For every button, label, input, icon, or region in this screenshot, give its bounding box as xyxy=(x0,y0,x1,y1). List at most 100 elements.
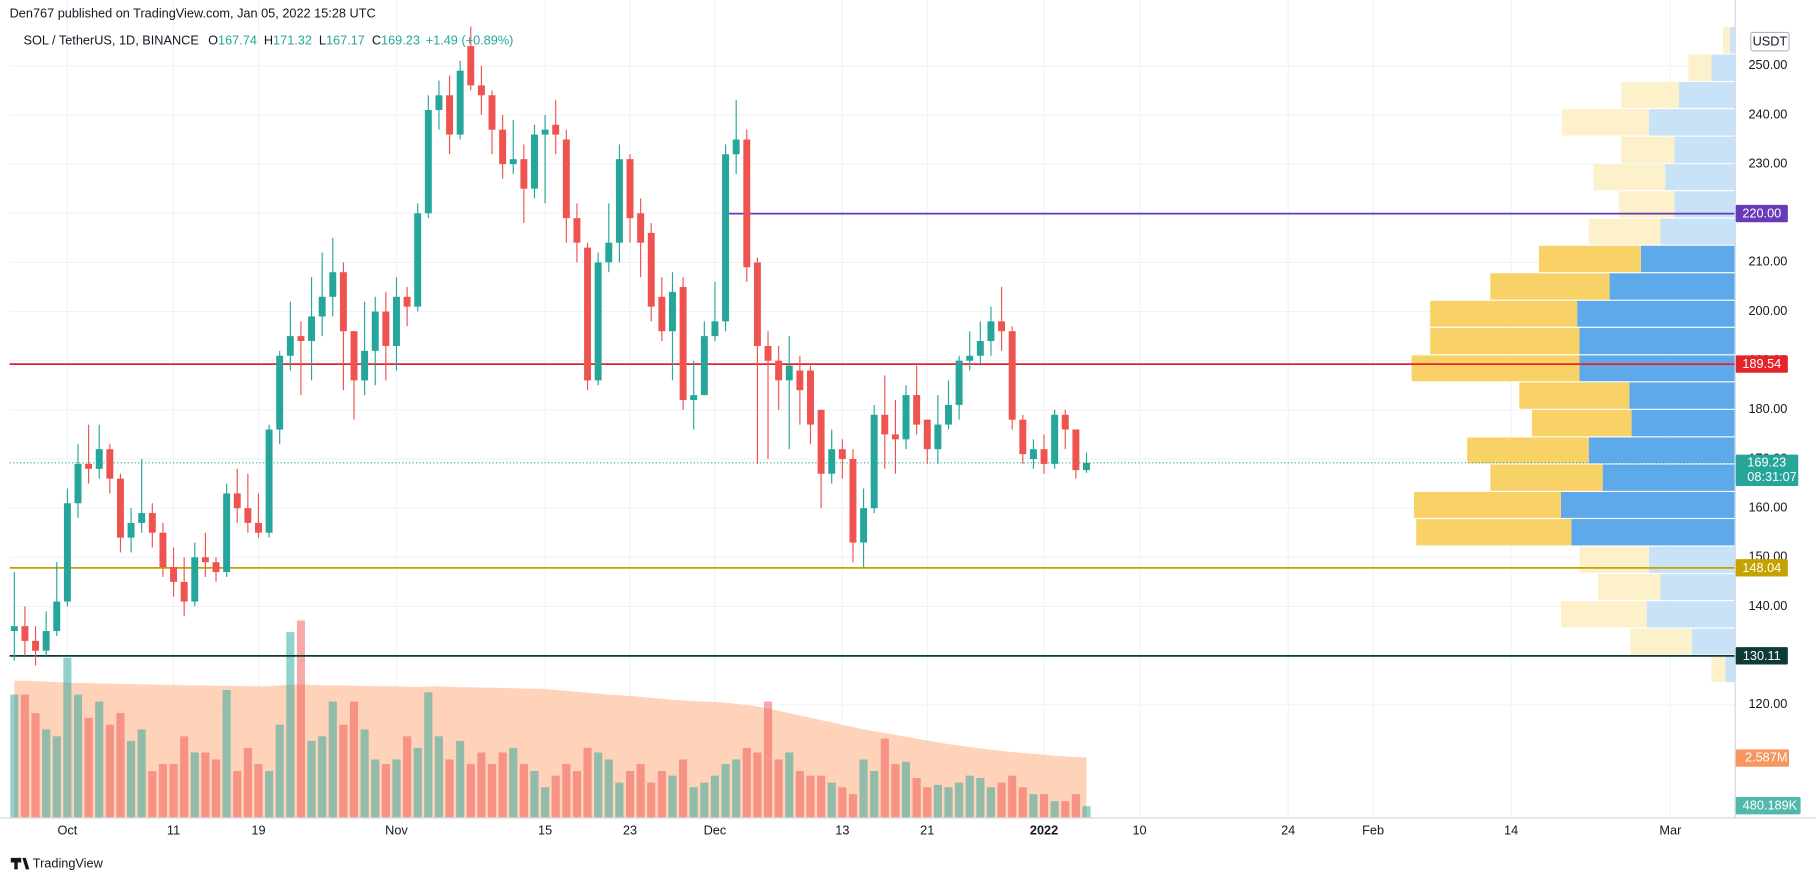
volume-bar xyxy=(1039,794,1049,818)
ohlc-key: L xyxy=(319,33,326,48)
volume-bar xyxy=(180,736,189,818)
candle-body xyxy=(159,532,167,568)
volume-bar xyxy=(848,794,858,818)
volume-ma-label: 2.587M xyxy=(1745,749,1787,764)
candle-body xyxy=(520,159,528,189)
volume-bar xyxy=(583,747,592,818)
candle-body xyxy=(966,355,974,361)
profile-up xyxy=(1646,601,1735,628)
volume-bar xyxy=(870,771,879,818)
candle-body xyxy=(382,311,390,346)
candle-body xyxy=(456,70,464,135)
profile-down xyxy=(1588,218,1661,245)
axis-labels: 120.00130.00140.00150.00160.00170.00180.… xyxy=(57,57,1801,838)
volume-bar xyxy=(296,620,305,818)
volume-bar xyxy=(31,713,40,818)
ohlc-key: H xyxy=(264,33,273,48)
candle-body xyxy=(679,286,687,401)
volume-bar xyxy=(509,747,518,818)
candle-body xyxy=(403,296,411,307)
volume-bar xyxy=(785,752,794,818)
candle-body xyxy=(127,522,135,538)
volume-pane xyxy=(10,620,1091,818)
candle-body xyxy=(860,508,868,543)
candle-body xyxy=(605,242,613,263)
candle-body xyxy=(148,513,156,533)
volume-bar xyxy=(955,782,964,818)
profile-down xyxy=(1467,437,1589,464)
volume-bar xyxy=(243,747,252,818)
candle-body xyxy=(223,493,231,573)
candle-body xyxy=(1008,331,1016,420)
candle-body xyxy=(552,124,560,135)
volume-bar xyxy=(116,713,125,818)
level-label-box xyxy=(1735,355,1788,373)
volume-bar xyxy=(105,724,114,818)
y-tick-label: 240.00 xyxy=(1748,106,1787,121)
volume-bar xyxy=(933,784,942,818)
candle-body xyxy=(584,247,592,381)
candle-body xyxy=(722,154,730,322)
volume-bar xyxy=(158,764,167,818)
volume-bar xyxy=(1061,801,1070,818)
volume-bar xyxy=(445,759,454,818)
volume-bar xyxy=(73,694,83,818)
profile-down xyxy=(1416,519,1572,546)
profile-down xyxy=(1630,628,1692,655)
volume-bar xyxy=(84,717,93,818)
volume-bar xyxy=(679,759,688,818)
candle-body xyxy=(191,557,199,602)
candle-body xyxy=(976,341,984,356)
y-tick-label: 180.00 xyxy=(1748,401,1787,416)
candle-body xyxy=(732,139,740,155)
brand: TradingView xyxy=(33,856,104,871)
volume-bar xyxy=(997,782,1006,818)
volume-bar xyxy=(403,736,412,818)
volume-bar xyxy=(265,771,274,818)
candle-body xyxy=(849,459,857,543)
volume-bar xyxy=(318,736,327,818)
candle-body xyxy=(828,449,836,474)
volume-bar xyxy=(732,759,741,818)
candle-body xyxy=(594,262,602,381)
profile-up xyxy=(1560,492,1735,518)
volume-bar xyxy=(615,782,624,818)
volume-bar xyxy=(795,771,804,818)
volume-bar xyxy=(923,787,932,818)
level-label: 220.00 xyxy=(1742,206,1781,221)
volume-bar xyxy=(63,657,72,818)
candle-body xyxy=(446,95,454,135)
volume-bar xyxy=(689,787,698,818)
volume-bar xyxy=(647,782,656,818)
volume-bar xyxy=(339,724,348,818)
candle-body xyxy=(499,129,507,165)
y-tick-label: 200.00 xyxy=(1748,303,1787,318)
candle-body xyxy=(116,478,124,538)
volume-bar xyxy=(254,764,263,818)
candle-body xyxy=(170,567,178,582)
volume-bar xyxy=(668,775,677,818)
candle-body xyxy=(392,296,400,346)
candle-body xyxy=(1019,419,1027,455)
volume-bar xyxy=(774,759,783,818)
volume-bar xyxy=(710,775,719,818)
profile-up xyxy=(1631,409,1735,437)
candle-body xyxy=(1051,414,1059,464)
volume-bar xyxy=(190,752,199,818)
profile-down xyxy=(1723,27,1730,54)
profile-up xyxy=(1711,54,1735,81)
profile-up xyxy=(1629,382,1735,409)
candle-body xyxy=(934,424,942,450)
volume-bar xyxy=(721,764,730,818)
candle-body xyxy=(509,159,517,165)
candle-body xyxy=(254,522,262,533)
candle-body xyxy=(361,350,369,381)
volume-bar xyxy=(424,692,433,818)
current-price-label: 169.23 xyxy=(1747,455,1786,470)
volume-bar xyxy=(42,729,51,818)
current-price-box xyxy=(1735,454,1799,486)
candle-body xyxy=(85,463,93,469)
profile-up xyxy=(1729,27,1735,54)
profile-up xyxy=(1665,164,1735,191)
